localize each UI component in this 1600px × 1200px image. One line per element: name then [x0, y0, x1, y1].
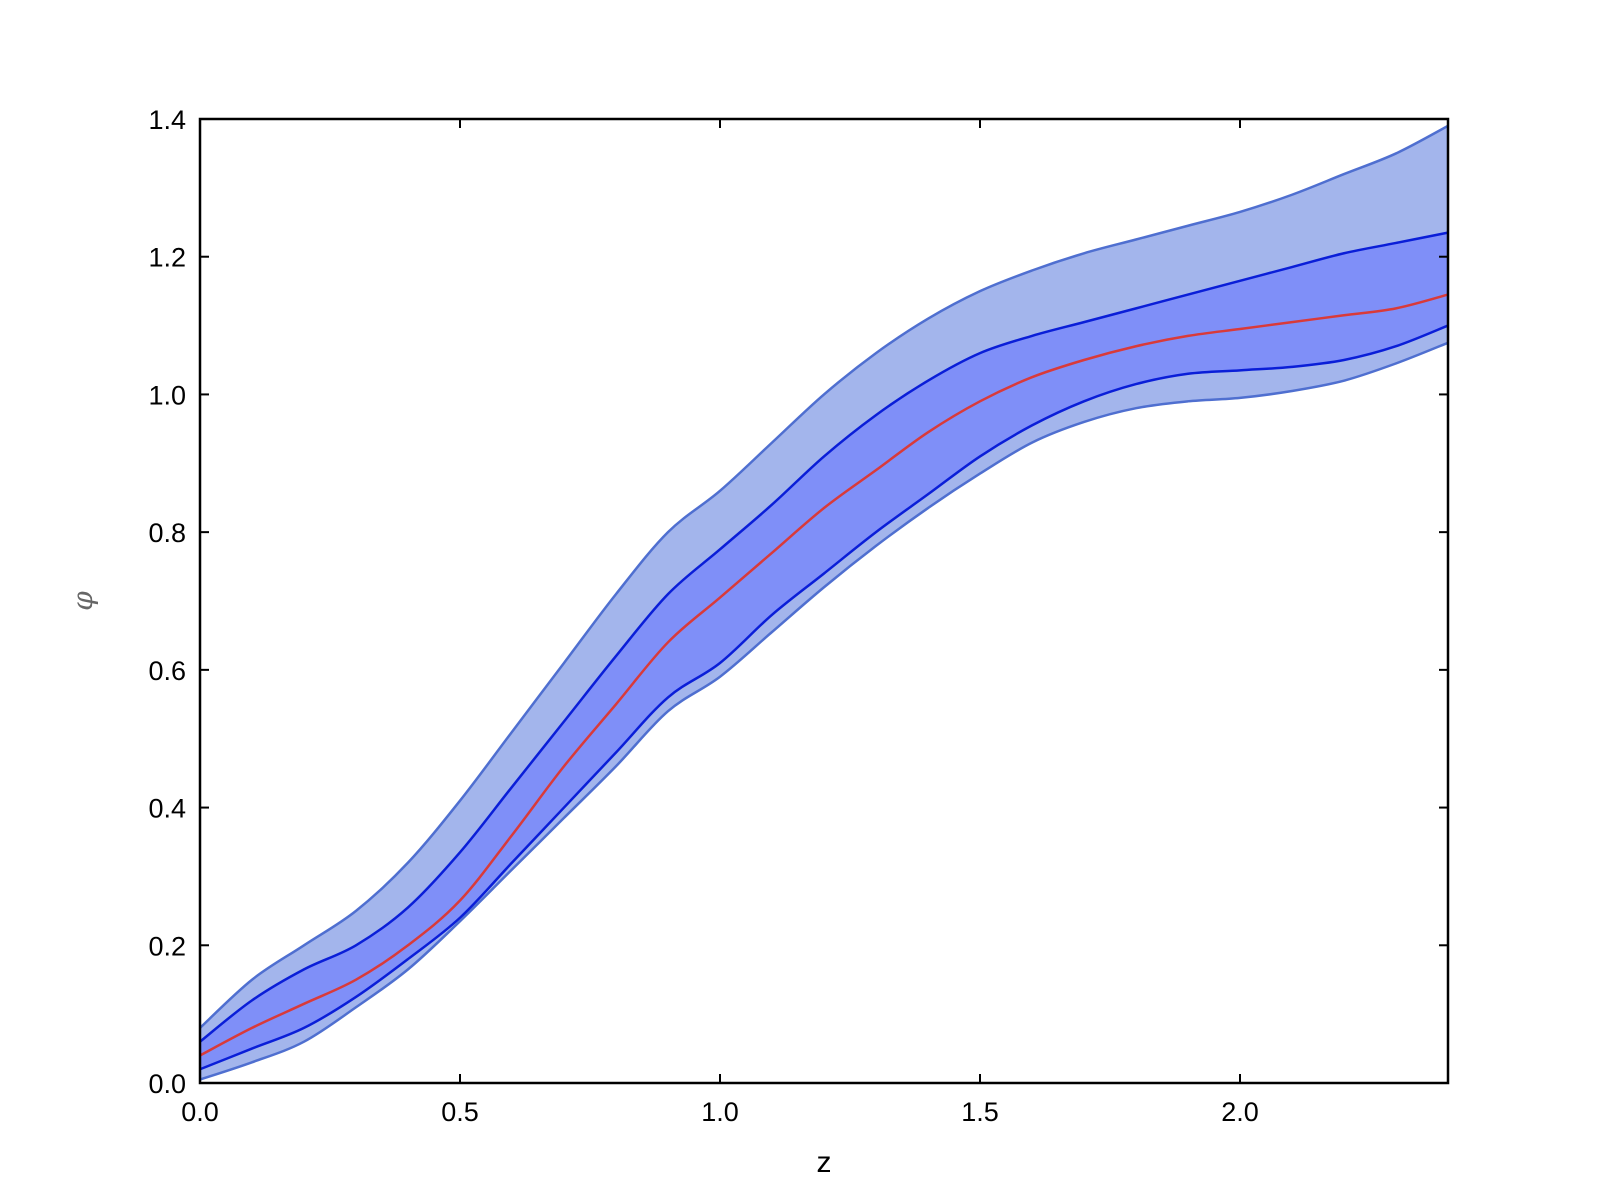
y-tick-label: 0.8 [148, 518, 186, 548]
x-tick-label: 1.0 [701, 1097, 739, 1127]
y-tick-label: 1.0 [148, 380, 186, 410]
y-tick-label: 0.2 [148, 931, 186, 961]
series-lines [199, 124, 1449, 1081]
x-tick-label: 2.0 [1221, 1097, 1259, 1127]
x-axis-label: z [817, 1146, 832, 1179]
inner-lower-line [199, 324, 1449, 1071]
axis-ticks [199, 118, 1448, 1084]
plot-frame [198, 117, 1450, 1085]
bands [200, 125, 1448, 1080]
y-tick-label: 1.4 [148, 105, 186, 135]
y-tick-labels: 0.0 0.2 0.4 0.6 0.8 1.0 1.2 1.4 [148, 105, 186, 1099]
inner-upper-line [199, 231, 1449, 1043]
median-line [199, 293, 1449, 1057]
outer-upper-line [199, 124, 1449, 1029]
x-tick-label: 0.0 [181, 1097, 219, 1127]
x-tick-labels: 0.0 0.5 1.0 1.5 2.0 [181, 1097, 1259, 1127]
x-tick-label: 0.5 [441, 1097, 479, 1127]
y-axis-label: φ [66, 591, 99, 611]
y-tick-label: 0.0 [148, 1069, 186, 1099]
inner-confidence-band [200, 232, 1448, 1070]
y-tick-label: 1.2 [148, 243, 186, 273]
outer-lower-line [199, 341, 1449, 1081]
y-tick-label: 0.4 [148, 794, 186, 824]
y-tick-label: 0.6 [148, 656, 186, 686]
x-tick-label: 1.5 [961, 1097, 999, 1127]
